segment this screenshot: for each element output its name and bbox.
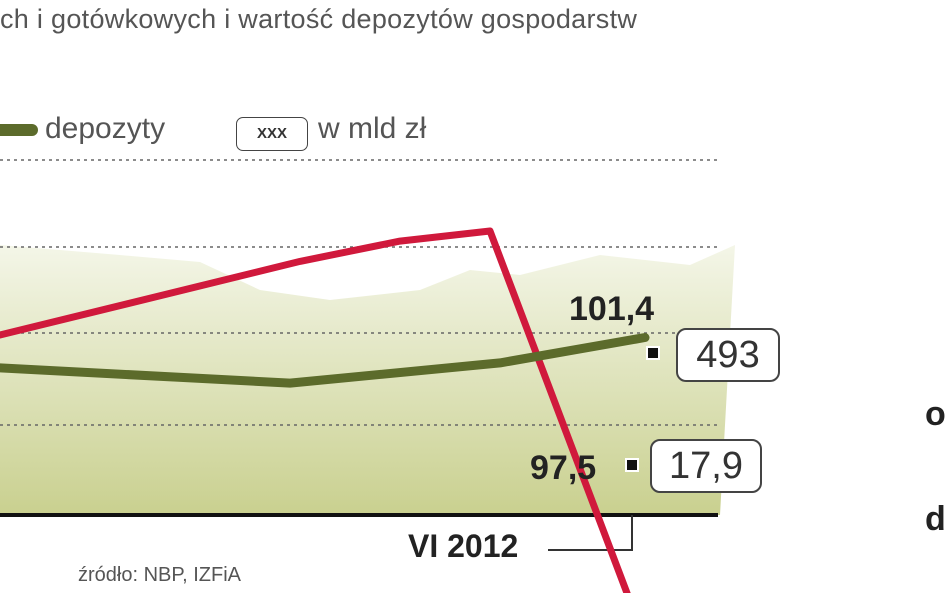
deposits-end-value-box: 493 xyxy=(676,328,780,382)
x-category-label: VI 2012 xyxy=(408,528,519,564)
red-series-end-marker xyxy=(625,458,639,472)
red-end-value-box: 17,9 xyxy=(650,439,762,493)
source-note: źródło: NBP, IZFiA xyxy=(78,564,242,586)
red-end-label: 97,5 xyxy=(530,449,597,487)
edge-text-o: o xyxy=(925,395,946,433)
vi-2012-leader-line xyxy=(548,515,633,551)
edge-text-d: d xyxy=(925,500,946,538)
deposits-end-label: 101,4 xyxy=(569,290,655,328)
deposits-series-line xyxy=(0,333,650,388)
deposits-series-end-marker xyxy=(646,346,660,360)
legend-deposits-label: depozyty xyxy=(45,112,166,145)
legend-unit-label: w mld zł xyxy=(318,112,427,145)
chart-title: ch i gotówkowych i wartość depozytów gos… xyxy=(0,4,638,34)
legend-deposits-swatch xyxy=(0,124,38,136)
legend-value-box-sample: XXX xyxy=(236,117,308,151)
